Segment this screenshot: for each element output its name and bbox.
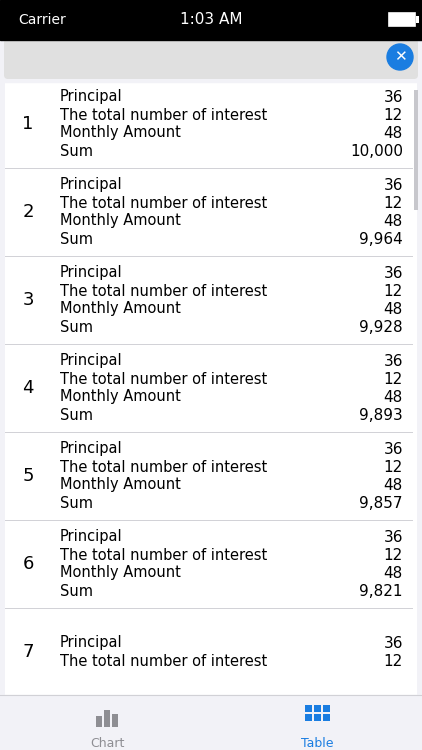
Text: 3: 3 bbox=[22, 291, 34, 309]
Text: ✕: ✕ bbox=[394, 50, 406, 64]
Text: Principal: Principal bbox=[60, 178, 123, 193]
Text: Principal: Principal bbox=[60, 635, 123, 650]
Bar bbox=[416, 16, 419, 23]
Text: 48: 48 bbox=[384, 302, 403, 316]
Text: 12: 12 bbox=[384, 460, 403, 475]
Text: 36: 36 bbox=[384, 178, 403, 193]
Text: 12: 12 bbox=[384, 284, 403, 298]
Text: 36: 36 bbox=[384, 530, 403, 544]
Text: Monthly Amount: Monthly Amount bbox=[60, 389, 181, 404]
Text: Principal: Principal bbox=[60, 442, 123, 457]
Text: 36: 36 bbox=[384, 266, 403, 280]
Bar bbox=[322, 714, 330, 721]
Text: 12: 12 bbox=[384, 548, 403, 562]
Text: Sum: Sum bbox=[60, 232, 93, 247]
Bar bbox=[0, 695, 422, 750]
Text: 36: 36 bbox=[384, 353, 403, 368]
Bar bbox=[305, 705, 311, 712]
Text: Monthly Amount: Monthly Amount bbox=[60, 566, 181, 580]
Text: 48: 48 bbox=[384, 389, 403, 404]
Text: 48: 48 bbox=[384, 478, 403, 493]
Bar bbox=[314, 705, 320, 712]
Bar bbox=[414, 90, 418, 210]
Text: 1: 1 bbox=[22, 115, 34, 133]
Text: 36: 36 bbox=[384, 635, 403, 650]
Text: The total number of interest: The total number of interest bbox=[60, 284, 267, 298]
Bar bbox=[314, 714, 320, 721]
Bar bbox=[0, 0, 422, 40]
Text: 9,857: 9,857 bbox=[360, 496, 403, 511]
Text: Monthly Amount: Monthly Amount bbox=[60, 302, 181, 316]
Text: The total number of interest: The total number of interest bbox=[60, 653, 267, 668]
Circle shape bbox=[387, 44, 413, 70]
Bar bbox=[112, 714, 118, 727]
Text: Monthly Amount: Monthly Amount bbox=[60, 478, 181, 493]
Text: Monthly Amount: Monthly Amount bbox=[60, 214, 181, 229]
Text: 36: 36 bbox=[384, 89, 403, 104]
FancyBboxPatch shape bbox=[4, 39, 418, 79]
Text: 9,893: 9,893 bbox=[359, 407, 403, 422]
Text: 7: 7 bbox=[22, 643, 34, 661]
Text: 12: 12 bbox=[384, 371, 403, 386]
Text: The total number of interest: The total number of interest bbox=[60, 460, 267, 475]
Text: Monthly Amount: Monthly Amount bbox=[60, 125, 181, 140]
Text: 12: 12 bbox=[384, 107, 403, 122]
Bar bbox=[5, 80, 417, 695]
Text: Principal: Principal bbox=[60, 89, 123, 104]
Bar bbox=[389, 13, 415, 26]
Text: 9,821: 9,821 bbox=[360, 584, 403, 598]
Text: 1:03 AM: 1:03 AM bbox=[180, 13, 242, 28]
Text: The total number of interest: The total number of interest bbox=[60, 196, 267, 211]
Text: Carrier: Carrier bbox=[18, 13, 66, 27]
Bar bbox=[96, 716, 102, 727]
Text: Principal: Principal bbox=[60, 530, 123, 544]
Text: 12: 12 bbox=[384, 196, 403, 211]
Text: The total number of interest: The total number of interest bbox=[60, 548, 267, 562]
Text: Principal: Principal bbox=[60, 353, 123, 368]
Text: 48: 48 bbox=[384, 214, 403, 229]
Text: 4: 4 bbox=[22, 379, 34, 397]
Bar bbox=[322, 705, 330, 712]
Text: Chart: Chart bbox=[90, 737, 124, 750]
Text: Sum: Sum bbox=[60, 496, 93, 511]
Text: Sum: Sum bbox=[60, 407, 93, 422]
Bar bbox=[0, 36, 422, 82]
Text: 2: 2 bbox=[22, 203, 34, 221]
Text: 48: 48 bbox=[384, 125, 403, 140]
Text: The total number of interest: The total number of interest bbox=[60, 371, 267, 386]
Text: Principal: Principal bbox=[60, 266, 123, 280]
Text: Sum: Sum bbox=[60, 143, 93, 158]
Bar bbox=[104, 710, 110, 727]
Text: 36: 36 bbox=[384, 442, 403, 457]
Text: 5: 5 bbox=[22, 467, 34, 485]
Bar bbox=[305, 714, 311, 721]
Text: 9,928: 9,928 bbox=[360, 320, 403, 334]
Text: 12: 12 bbox=[384, 653, 403, 668]
Text: 9,964: 9,964 bbox=[359, 232, 403, 247]
Text: Sum: Sum bbox=[60, 320, 93, 334]
Text: Sum: Sum bbox=[60, 584, 93, 598]
Text: 6: 6 bbox=[22, 555, 34, 573]
Text: 10,000: 10,000 bbox=[350, 143, 403, 158]
Text: 48: 48 bbox=[384, 566, 403, 580]
Text: The total number of interest: The total number of interest bbox=[60, 107, 267, 122]
Text: Table: Table bbox=[301, 737, 333, 750]
